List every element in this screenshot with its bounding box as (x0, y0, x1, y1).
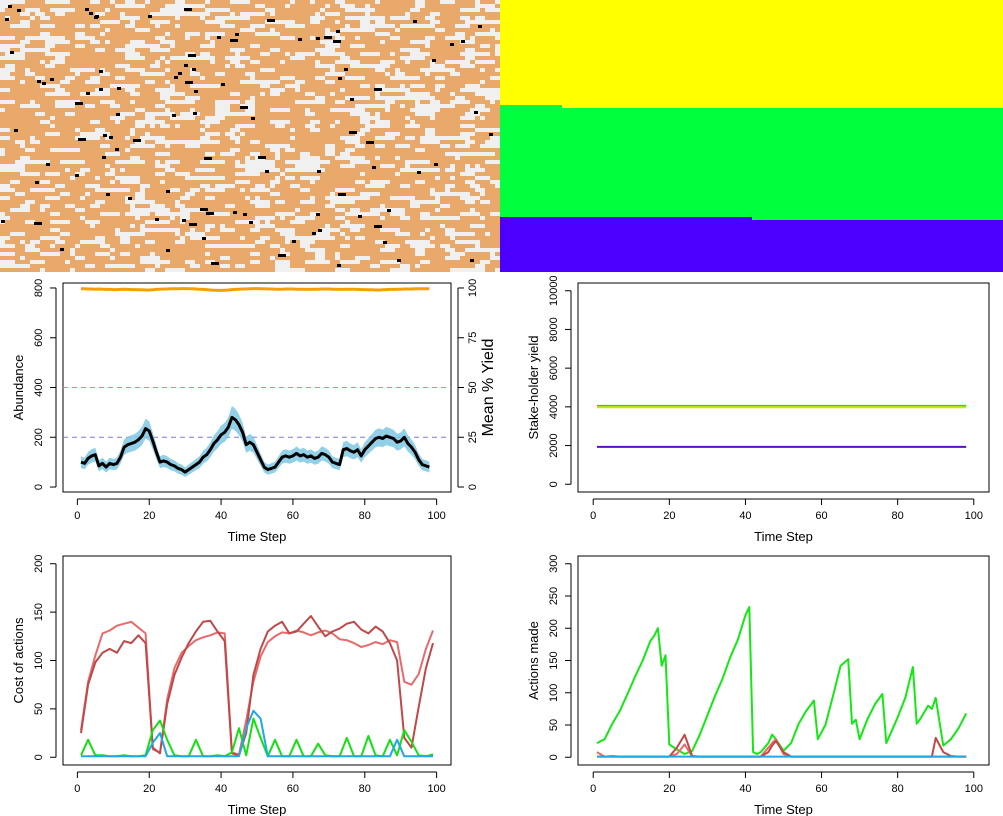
y-right-tick-label: 100 (467, 279, 479, 297)
y-tick-label: 150 (33, 603, 45, 621)
x-tick-label: 100 (965, 510, 983, 522)
stakeholder-yield-plot: 0 20 40 60 80 100 Time Step 0 2000 4000 6000 8000 10… (526, 275, 990, 544)
x-tick-label: 60 (287, 783, 299, 795)
cost-of-actions-plot: 0 20 40 60 80 100 Time Step 0 50 100 150 200 Cost of… (11, 555, 452, 816)
y-right-tick-label: 0 (467, 484, 479, 490)
owner-region-2 (500, 105, 1003, 220)
x-tick-label: 0 (74, 510, 80, 522)
y-tick-label: 200 (33, 428, 45, 446)
axes: 0 20 40 60 80 100 Time Step 0 50 100 150 200 250 300 A… (526, 555, 983, 816)
x-tick-label: 60 (287, 510, 299, 522)
x-tick-label: 100 (427, 783, 445, 795)
y-tick-label: 50 (33, 703, 45, 715)
actions-made-plot: 0 20 40 60 80 100 Time Step 0 50 100 150 200 250 300 A… (526, 555, 990, 816)
x-tick-label: 20 (143, 783, 155, 795)
owner-region-1 (500, 0, 1003, 110)
plot-frame (577, 555, 990, 766)
y-tick-label: 0 (33, 484, 45, 490)
y-right-axis-label: Mean % Yield (480, 339, 497, 437)
y-tick-label: 0 (548, 481, 560, 487)
y-tick-label: 4000 (548, 395, 560, 419)
series-line-1 (596, 606, 968, 755)
plot-frame (62, 555, 452, 766)
series-line-2 (81, 287, 430, 292)
y-right-tick-label: 25 (467, 431, 479, 443)
x-axis-label: Time Step (754, 802, 813, 816)
x-tick-label: 40 (215, 510, 227, 522)
x-tick-label: 40 (739, 783, 751, 795)
y-tick-label: 300 (548, 555, 560, 573)
landscape-cells (0, 0, 515, 272)
y-axis-label: Abundance (11, 355, 26, 421)
owner-region-3 (500, 217, 1003, 272)
series-line-4 (81, 709, 433, 758)
y-axis-label: Actions made (526, 621, 541, 700)
x-tick-label: 100 (965, 783, 983, 795)
y-axis-label: Stake-holder yield (526, 335, 541, 439)
resource-landscape-map (0, 0, 515, 272)
axes: 0 20 40 60 80 100 Time Step 0 200 400 600 800 Abunda… (11, 279, 497, 544)
x-tick-label: 40 (215, 783, 227, 795)
y-tick-label: 200 (33, 555, 45, 573)
y-right-tick-label: 50 (467, 381, 479, 393)
abundance-plot: 0 20 40 60 80 100 Time Step 0 200 400 600 800 Abunda… (11, 279, 497, 544)
y-tick-label: 0 (33, 754, 45, 760)
series-line-3 (597, 733, 967, 758)
x-axis-label: Time Step (228, 802, 287, 816)
y-tick-label: 600 (33, 329, 45, 347)
y-axis-label: Cost of actions (11, 617, 26, 703)
x-tick-label: 100 (427, 510, 445, 522)
land-ownership-map (500, 0, 1003, 272)
x-tick-label: 20 (663, 510, 675, 522)
y-tick-label: 400 (33, 378, 45, 396)
x-tick-label: 20 (663, 783, 675, 795)
x-axis-label: Time Step (228, 529, 287, 544)
x-tick-label: 60 (815, 783, 827, 795)
axes: 0 20 40 60 80 100 Time Step 0 2000 4000 6000 8000 10… (526, 275, 983, 544)
series-line-1 (80, 415, 430, 474)
y-tick-label: 100 (548, 684, 560, 702)
series-line-3 (80, 717, 434, 758)
y-tick-label: 150 (548, 651, 560, 669)
x-tick-label: 80 (892, 783, 904, 795)
y-tick-label: 2000 (548, 433, 560, 457)
y-tick-label: 100 (33, 651, 45, 669)
resource-markers (1, 5, 493, 267)
x-tick-label: 20 (143, 510, 155, 522)
x-tick-label: 80 (892, 510, 904, 522)
x-tick-label: 0 (590, 510, 596, 522)
y-tick-label: 200 (548, 619, 560, 637)
y-tick-label: 8000 (548, 317, 560, 341)
x-tick-label: 80 (359, 510, 371, 522)
x-tick-label: 80 (359, 783, 371, 795)
x-axis-label: Time Step (754, 529, 813, 544)
x-tick-label: 0 (74, 783, 80, 795)
y-tick-label: 50 (548, 719, 560, 731)
x-tick-label: 0 (590, 783, 596, 795)
y-tick-label: 800 (33, 279, 45, 297)
y-tick-label: 10000 (548, 275, 560, 306)
y-tick-label: 6000 (548, 356, 560, 380)
axes: 0 20 40 60 80 100 Time Step 0 50 100 150 200 Cost of… (11, 555, 446, 816)
x-tick-label: 40 (739, 510, 751, 522)
series-line-1 (80, 620, 434, 756)
y-right-tick-label: 75 (467, 332, 479, 344)
y-tick-label: 0 (548, 754, 560, 760)
series-line-2 (80, 615, 434, 757)
x-tick-label: 60 (815, 510, 827, 522)
y-tick-label: 250 (548, 587, 560, 605)
plot-frame (577, 282, 990, 493)
